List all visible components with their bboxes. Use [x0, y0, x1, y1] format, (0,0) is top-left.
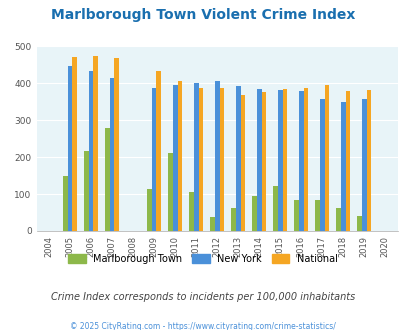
Bar [282, 89, 286, 231]
Bar [89, 71, 93, 231]
Bar [303, 88, 307, 231]
Bar [231, 208, 235, 231]
Bar [68, 66, 72, 231]
Bar [84, 151, 89, 231]
Bar [147, 189, 151, 231]
Bar [340, 102, 345, 231]
Bar [324, 85, 328, 231]
Bar [210, 217, 214, 231]
Bar [277, 90, 282, 231]
Bar [361, 99, 366, 231]
Bar [173, 85, 177, 231]
Bar [319, 99, 324, 231]
Bar [151, 87, 156, 231]
Bar [294, 200, 298, 231]
Bar [198, 88, 202, 231]
Bar [114, 58, 119, 231]
Bar [235, 86, 240, 231]
Bar [105, 128, 110, 231]
Bar [273, 186, 277, 231]
Bar [93, 56, 98, 231]
Bar [366, 90, 370, 231]
Bar [168, 153, 173, 231]
Bar [252, 196, 256, 231]
Text: Marlborough Town Violent Crime Index: Marlborough Town Violent Crime Index [51, 8, 354, 22]
Bar [240, 95, 245, 231]
Bar [335, 208, 340, 231]
Bar [261, 92, 266, 231]
Bar [219, 88, 224, 231]
Bar [194, 83, 198, 231]
Bar [189, 192, 194, 231]
Bar [256, 89, 261, 231]
Bar [63, 176, 68, 231]
Legend: Marlborough Town, New York, National: Marlborough Town, New York, National [64, 249, 341, 267]
Text: Crime Index corresponds to incidents per 100,000 inhabitants: Crime Index corresponds to incidents per… [51, 292, 354, 302]
Bar [298, 91, 303, 231]
Bar [72, 57, 77, 231]
Bar [345, 91, 350, 231]
Bar [156, 71, 161, 231]
Bar [214, 81, 219, 231]
Bar [315, 200, 319, 231]
Bar [177, 81, 182, 231]
Text: © 2025 CityRating.com - https://www.cityrating.com/crime-statistics/: © 2025 CityRating.com - https://www.city… [70, 322, 335, 330]
Bar [356, 216, 361, 231]
Bar [110, 78, 114, 231]
